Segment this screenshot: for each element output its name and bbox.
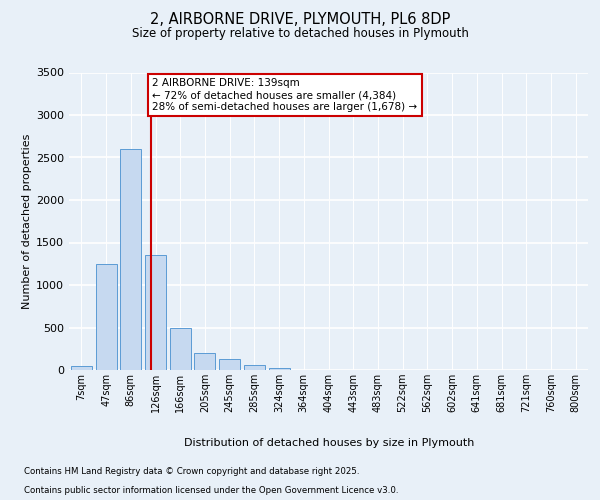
Bar xyxy=(244,365,265,370)
Text: 2 AIRBORNE DRIVE: 139sqm
← 72% of detached houses are smaller (4,384)
28% of sem: 2 AIRBORNE DRIVE: 139sqm ← 72% of detach… xyxy=(152,78,418,112)
Bar xyxy=(71,366,92,370)
Text: Distribution of detached houses by size in Plymouth: Distribution of detached houses by size … xyxy=(184,438,474,448)
Text: 2, AIRBORNE DRIVE, PLYMOUTH, PL6 8DP: 2, AIRBORNE DRIVE, PLYMOUTH, PL6 8DP xyxy=(150,12,450,28)
Bar xyxy=(269,368,290,370)
Bar xyxy=(170,328,191,370)
Bar xyxy=(219,359,240,370)
Text: Contains HM Land Registry data © Crown copyright and database right 2025.: Contains HM Land Registry data © Crown c… xyxy=(24,467,359,476)
Bar xyxy=(145,255,166,370)
Text: Contains public sector information licensed under the Open Government Licence v3: Contains public sector information licen… xyxy=(24,486,398,495)
Bar xyxy=(95,264,116,370)
Text: Size of property relative to detached houses in Plymouth: Size of property relative to detached ho… xyxy=(131,28,469,40)
Bar xyxy=(194,353,215,370)
Y-axis label: Number of detached properties: Number of detached properties xyxy=(22,134,32,309)
Bar xyxy=(120,149,141,370)
